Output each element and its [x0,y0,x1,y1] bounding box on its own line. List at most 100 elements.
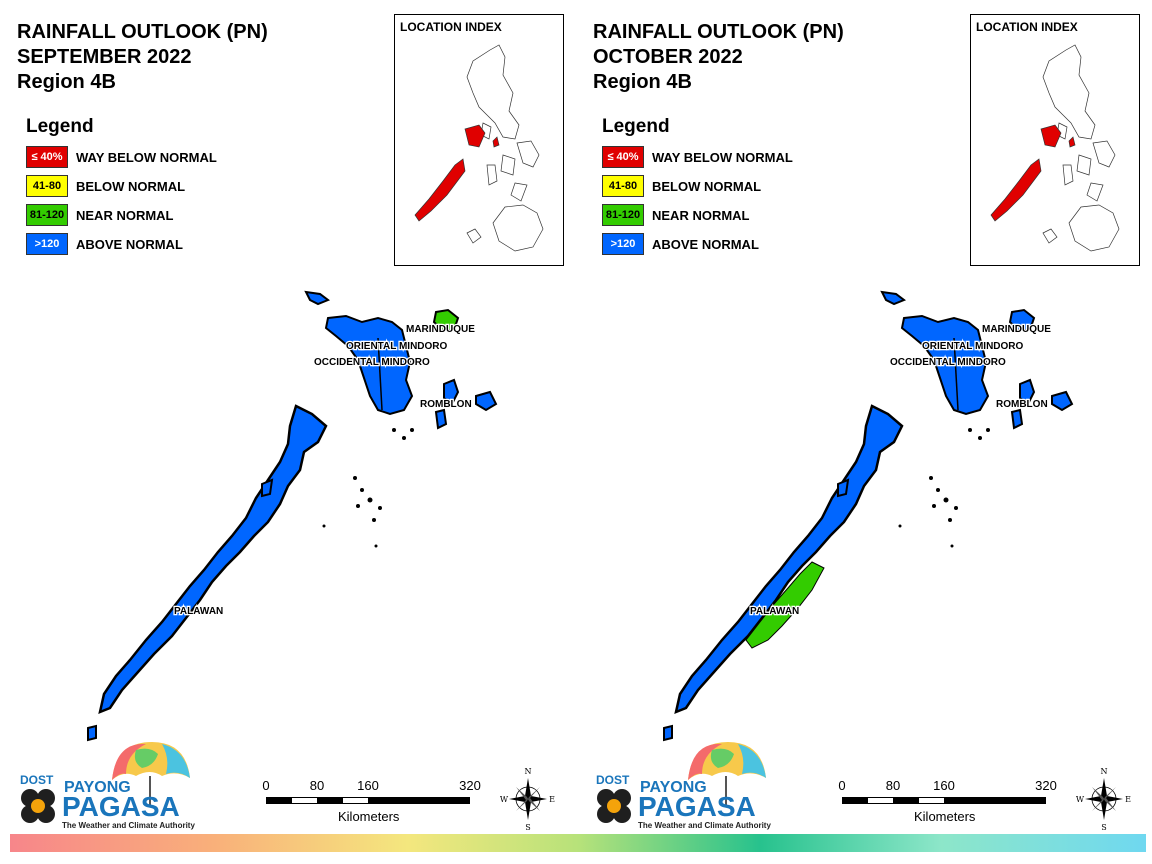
title-line-2: SEPTEMBER 2022 [17,46,192,68]
province-label-marinduque: MARINDUQUE [982,324,1051,335]
region-4b-highlight [414,124,500,222]
province-label-palawan: PALAWAN [174,606,223,617]
region-4b-map: MARINDUQUE ORIENTAL MINDORO OCCIDENTAL M… [663,290,1074,742]
palawan-island [98,404,328,715]
pagasa-logo: DOST PAYONG PAGASA The Weather and Clima… [20,742,195,830]
legend-swatch: >120 [602,233,644,255]
legend-label: BELOW NORMAL [652,179,762,194]
mindoro-island [324,314,414,416]
logo-pagasa-text: PAGASA [638,791,756,822]
legend-swatch: 81-120 [602,204,644,226]
compass-s: S [525,823,530,832]
logo-payong-text: PAYONG [640,779,707,796]
legend-title: Legend [26,116,94,137]
location-index-inset: LOCATION INDEX [970,14,1140,266]
dost-seal-icon [21,789,55,823]
romblon-island [1019,378,1036,406]
marinduque-island [432,308,460,331]
legend-label: NEAR NORMAL [652,208,750,223]
province-label-palawan: PALAWAN [750,606,799,617]
scale-bar: 0 80 160 320 Kilometers [258,778,498,828]
palawan-island [674,404,904,715]
legend-item-above-normal: >120 ABOVE NORMAL [26,233,183,262]
scale-bar: 0 80 160 320 Kilometers [834,778,1074,828]
pagasa-logo: DOST PAYONG PAGASA The Weather and Clima… [596,742,771,830]
mindoro-island [880,290,907,306]
legend-item-near-normal: 81-120 NEAR NORMAL [602,204,750,233]
legend-swatch: ≤ 40% [26,146,68,168]
scale-unit: Kilometers [338,809,400,824]
title-line-1: RAINFALL OUTLOOK (PN) [593,21,844,43]
province-label-marinduque: MARINDUQUE [406,324,475,335]
inset-title: LOCATION INDEX [400,20,502,34]
legend-item-below-normal: 41-80 BELOW NORMAL [602,175,761,204]
title-line-1: RAINFALL OUTLOOK (PN) [17,21,268,43]
legend-swatch: 81-120 [26,204,68,226]
legend-item-below-normal: 41-80 BELOW NORMAL [26,175,185,204]
province-label-romblon: ROMBLON [420,399,472,410]
province-label-oriental-mindoro: ORIENTAL MINDORO [922,341,1024,352]
logo-dost-text: DOST [20,773,54,787]
philippines-locator-map [990,44,1120,252]
legend-label: ABOVE NORMAL [652,237,759,252]
legend-title: Legend [602,116,670,137]
scale-tick: 320 [1035,778,1057,793]
palawan-island [837,478,850,498]
inset-title: LOCATION INDEX [976,20,1078,34]
legend-item-way-below-normal: ≤ 40% WAY BELOW NORMAL [602,146,793,175]
legend-swatch: 41-80 [602,175,644,197]
palawan-island [261,478,274,498]
legend-label: ABOVE NORMAL [76,237,183,252]
scale-tick: 320 [459,778,481,793]
legend-item-above-normal: >120 ABOVE NORMAL [602,233,759,262]
legend-item-near-normal: 81-120 NEAR NORMAL [26,204,174,233]
scale-tick: 80 [885,778,901,793]
compass-s: S [1101,823,1106,832]
scale-tick: 80 [309,778,325,793]
compass-w: W [500,795,509,804]
legend-swatch: ≤ 40% [602,146,644,168]
province-label-oriental-mindoro: ORIENTAL MINDORO [346,341,448,352]
legend-label: BELOW NORMAL [76,179,186,194]
compass-e: E [549,795,555,804]
mindoro-island [304,290,331,306]
outlook-panel-september: RAINFALL OUTLOOK (PN) SEPTEMBER 2022 Reg… [17,14,564,832]
title-line-2: OCTOBER 2022 [593,46,743,68]
romblon-island [443,378,460,406]
map-title: RAINFALL OUTLOOK (PN) SEPTEMBER 2022 Reg… [17,20,268,95]
province-label-occidental-mindoro: OCCIDENTAL MINDORO [314,357,430,368]
logo-payong-text: PAYONG [64,779,131,796]
scale-tick: 0 [262,778,270,793]
compass-n: N [525,767,532,776]
legend: Legend ≤ 40% WAY BELOW NORMAL 41-80 BELO… [26,116,217,262]
small-islets [322,428,414,548]
compass-rose-icon: N S W E [1076,767,1131,832]
legend-label: NEAR NORMAL [76,208,174,223]
small-islets [898,428,990,548]
legend-item-way-below-normal: ≤ 40% WAY BELOW NORMAL [26,146,217,175]
scale-tick: 160 [933,778,955,793]
romblon-island [434,408,448,430]
logo-dost-text: DOST [596,773,630,787]
region-4b-highlight [990,124,1076,222]
province-label-romblon: ROMBLON [996,399,1048,410]
philippines-locator-map [414,44,544,252]
legend-label: WAY BELOW NORMAL [76,150,217,165]
palawan-near-normal-zone [745,561,825,649]
mindoro-island [900,314,990,416]
scale-tick: 160 [357,778,379,793]
romblon-island [1010,408,1024,430]
dost-seal-icon [597,789,631,823]
map-title: RAINFALL OUTLOOK (PN) OCTOBER 2022 Regio… [593,20,844,95]
marinduque-island [1008,308,1036,331]
region-4b-map: MARINDUQUE ORIENTAL MINDORO OCCIDENTAL M… [87,290,498,742]
compass-n: N [1101,767,1108,776]
legend-swatch: >120 [26,233,68,255]
compass-e: E [1125,795,1131,804]
location-index-inset: LOCATION INDEX [394,14,564,266]
title-line-3: Region 4B [17,71,116,93]
outlook-panel-october: RAINFALL OUTLOOK (PN) OCTOBER 2022 Regio… [576,0,1152,864]
scale-tick: 0 [838,778,846,793]
compass-rose-icon: N S W E [500,767,555,832]
romblon-island [1051,390,1074,412]
